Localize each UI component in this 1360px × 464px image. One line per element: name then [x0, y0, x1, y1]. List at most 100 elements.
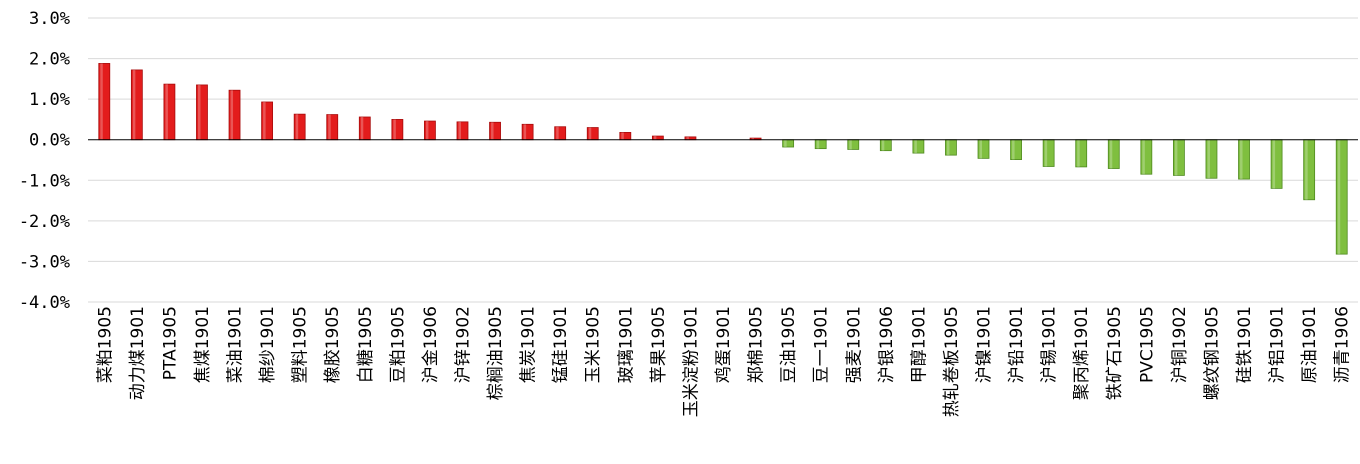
bar	[456, 121, 469, 141]
bar	[424, 120, 436, 141]
bar	[619, 132, 632, 141]
x-category-label: 白糖1905	[356, 306, 376, 383]
bar-highlight	[1305, 139, 1308, 200]
bar	[391, 119, 404, 141]
bar-highlight	[881, 139, 885, 151]
x-category-label: 热轧卷板1905	[942, 306, 962, 417]
x-category-label: 豆粕1905	[388, 306, 408, 383]
bar	[1075, 139, 1088, 168]
bar-highlight	[621, 132, 624, 140]
bar-highlight	[1337, 139, 1341, 255]
bar	[945, 139, 957, 156]
bar	[814, 139, 827, 150]
bar-highlight	[165, 84, 168, 140]
y-tick-label: -3.0%	[19, 252, 70, 272]
gridlines	[88, 17, 1358, 303]
bar-highlight	[653, 136, 657, 140]
bar-highlight	[1207, 139, 1210, 179]
x-category-label: PTA1905	[160, 306, 180, 380]
bar-highlight	[1272, 139, 1276, 189]
x-category-label: 锰硅1901	[551, 306, 571, 383]
bar-highlight	[849, 139, 852, 150]
bar-highlight	[523, 124, 527, 140]
bar	[98, 63, 111, 141]
bar-highlight	[458, 121, 461, 140]
bar-highlight	[328, 114, 331, 140]
bar-highlight	[100, 63, 103, 140]
x-category-label: 强麦1901	[844, 306, 864, 383]
bar-highlight	[1240, 139, 1243, 180]
bar	[782, 139, 795, 148]
x-category-label: 豆油1905	[779, 306, 799, 383]
bar-highlight	[197, 84, 201, 140]
x-category-label: 动力煤1901	[128, 306, 148, 400]
x-category-label: 沪银1906	[877, 306, 897, 383]
x-category-label: 郑棉1905	[747, 306, 767, 383]
x-category-label: 沪金1906	[421, 306, 441, 383]
x-category-label: 焦煤1901	[193, 306, 213, 383]
x-category-label: 豆一1901	[812, 306, 832, 383]
bar	[1172, 139, 1185, 176]
x-category-label: 沪锡1901	[1040, 306, 1060, 383]
y-tick-label: -2.0%	[19, 212, 70, 232]
bar	[1238, 139, 1250, 180]
bar	[489, 121, 501, 141]
y-tick-label: 0.0%	[29, 131, 70, 151]
y-tick-label: -1.0%	[19, 171, 70, 191]
x-category-label: 螺纹钢1905	[1202, 306, 1222, 400]
bar-highlight	[1142, 139, 1145, 175]
bar	[293, 113, 306, 141]
bar-highlight	[556, 126, 559, 140]
bar	[1270, 139, 1283, 189]
x-category-label: 沪锌1902	[453, 306, 473, 383]
bar-highlight	[230, 90, 234, 140]
bar-highlight	[946, 139, 950, 156]
x-category-label: 棕榈油1905	[486, 306, 506, 400]
bar	[521, 123, 534, 141]
bar-highlight	[1109, 139, 1113, 169]
x-category-label: 原油1901	[1300, 306, 1320, 383]
bar-highlight	[425, 121, 429, 140]
bar	[912, 139, 925, 154]
bar	[261, 101, 274, 141]
x-category-label: 硅铁1901	[1235, 306, 1255, 383]
bar-highlight	[132, 69, 136, 140]
y-tick-label: 1.0%	[29, 90, 70, 110]
bar	[1107, 139, 1120, 169]
bar-highlight	[751, 138, 755, 140]
y-tick-label: -4.0%	[19, 293, 70, 313]
bar-highlight	[360, 116, 364, 140]
bar	[586, 127, 599, 141]
y-tick-label: 2.0%	[29, 50, 70, 70]
x-category-label: 棉纱1901	[258, 306, 278, 383]
bar	[1205, 139, 1218, 179]
x-category-label: 聚丙烯1901	[1072, 306, 1092, 400]
bar-highlight	[295, 114, 299, 140]
x-category-label: PVC1905	[1137, 306, 1157, 383]
bar-highlight	[914, 139, 917, 154]
bar-highlight	[1077, 139, 1080, 167]
x-category-label: 玉米1905	[584, 306, 604, 383]
bar	[1042, 139, 1055, 167]
bars	[98, 63, 1348, 255]
x-category-label: 橡胶1905	[323, 306, 343, 383]
bar	[847, 139, 860, 150]
bar	[228, 89, 241, 141]
bar-highlight	[979, 139, 983, 159]
bar	[1140, 139, 1153, 175]
bar	[554, 126, 567, 141]
x-category-label: 沥青1906	[1333, 306, 1353, 383]
bar-highlight	[686, 136, 689, 140]
bar	[196, 84, 208, 141]
bar-highlight	[393, 119, 396, 140]
x-category-label: 甲醇1901	[909, 306, 929, 383]
bar	[651, 135, 664, 141]
bar-highlight	[816, 139, 820, 149]
x-axis-categories: 菜粕1905 动力煤1901 PTA1905 焦煤1901 菜油1901 棉纱1901 塑料…	[95, 306, 1352, 417]
x-category-label: 沪铅1901	[1007, 306, 1027, 383]
bar-highlight	[1044, 139, 1048, 167]
bar-highlight	[1012, 139, 1015, 160]
bar-highlight	[588, 127, 592, 140]
bar-highlight	[263, 101, 266, 140]
